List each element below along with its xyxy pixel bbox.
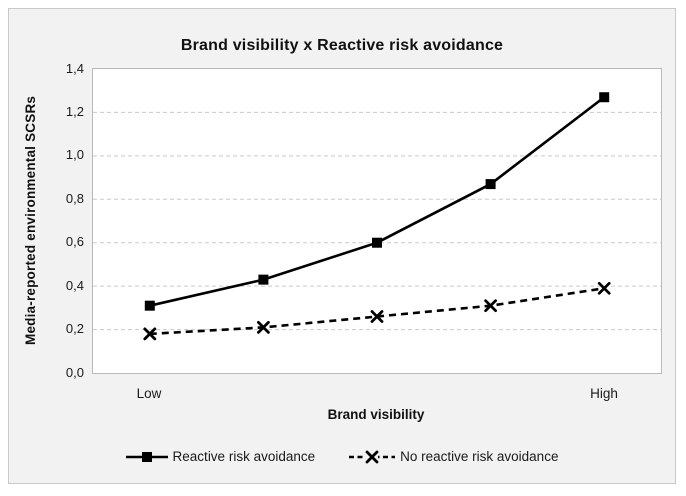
x-tick-label-low: Low: [136, 386, 162, 401]
y-tick-label: 0,0: [65, 364, 84, 380]
legend-line-square-icon: [125, 451, 168, 462]
y-axis-tick-labels: 0,0 0,2 0,4 0,6 0,8 1,0 1,2 1,4: [9, 9, 84, 483]
legend-item-no-reactive: No reactive risk avoidance: [349, 449, 558, 464]
y-tick-label: 0,4: [65, 277, 84, 293]
chart-figure: Brand visibility x Reactive risk avoidan…: [8, 8, 676, 484]
y-tick-label: 1,4: [65, 60, 84, 76]
y-tick-label: 0,2: [65, 321, 84, 337]
legend-item-reactive: Reactive risk avoidance: [125, 449, 316, 464]
legend-label-reactive: Reactive risk avoidance: [172, 449, 316, 464]
y-tick-label: 0,6: [65, 234, 84, 250]
chart-title: Brand visibility x Reactive risk avoidan…: [180, 37, 504, 54]
legend: Reactive risk avoidance No reactive risk…: [9, 449, 675, 464]
plot-area: [92, 68, 662, 374]
x-tick-label-high: High: [590, 386, 618, 401]
plot-svg: [93, 92, 661, 341]
legend-line-x-icon: [349, 450, 396, 463]
y-tick-label: 1,0: [65, 147, 84, 163]
y-tick-label: 0,8: [65, 190, 84, 206]
x-axis-title: Brand visibility: [327, 407, 425, 422]
y-tick-label: 1,2: [65, 103, 84, 119]
legend-label-no-reactive: No reactive risk avoidance: [400, 449, 559, 464]
